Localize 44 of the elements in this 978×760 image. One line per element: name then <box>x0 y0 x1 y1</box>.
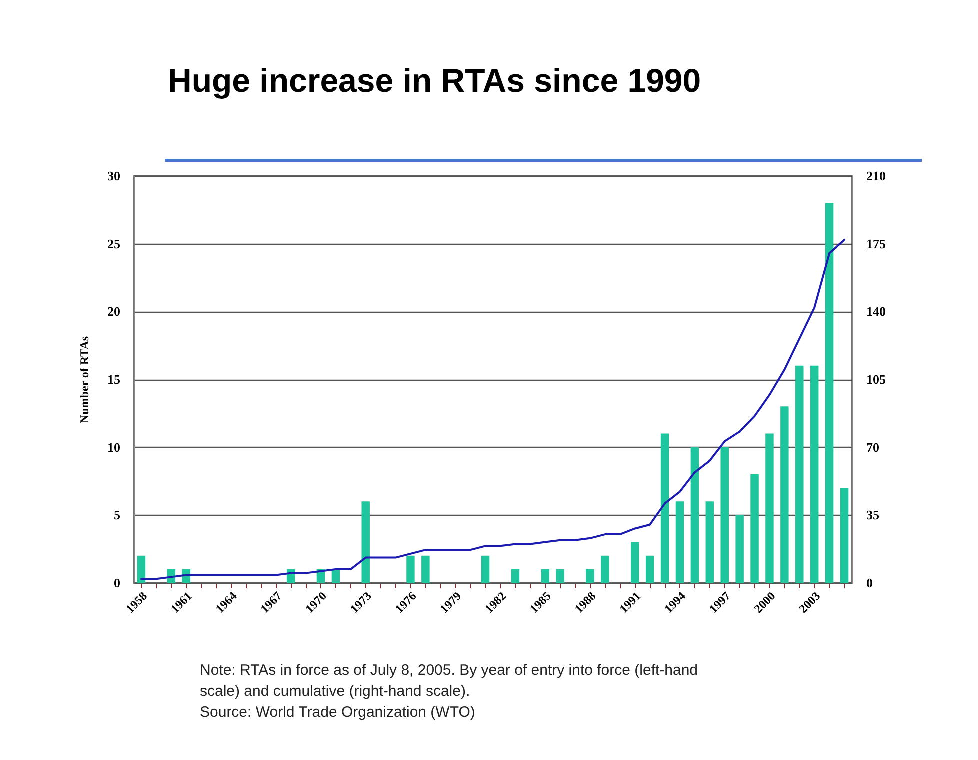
y-tick-label: 0 <box>114 576 120 590</box>
y2-tick-label: 210 <box>866 168 886 184</box>
y-axis-title: Number of RTAs <box>78 336 92 424</box>
chart-title: Huge increase in RTAs since 1990 <box>168 62 702 100</box>
y-tick-label: 5 <box>114 508 121 523</box>
bar <box>481 556 490 583</box>
bar <box>690 447 700 583</box>
bar <box>422 556 430 583</box>
y-tick-label: 10 <box>108 440 120 455</box>
y-tick-label: 15 <box>108 372 121 387</box>
text: Note: RTAs in force as of July 8, 2005. By year of entry into force (left-hand scale) and cumulative (right-hand scale). <box>200 661 700 702</box>
y2-tick-label: 0 <box>866 576 873 590</box>
line-series <box>140 238 846 580</box>
y2-tick-label: 140 <box>866 304 886 320</box>
y-tick-label: 20 <box>108 304 120 320</box>
y2-tick-label: 105 <box>866 372 886 387</box>
bar <box>630 542 640 583</box>
bar <box>541 569 550 583</box>
y2-tick-label: 35 <box>866 508 880 523</box>
bar <box>796 366 804 583</box>
bar <box>810 366 819 583</box>
bar <box>720 447 729 583</box>
source-note: Source: World Trade Organization (WTO) <box>200 703 476 723</box>
bar <box>676 502 684 583</box>
y2-tick-label: 175 <box>866 236 886 252</box>
y-tick-label: 25 <box>108 236 121 252</box>
bar <box>766 434 774 583</box>
bar <box>556 569 564 583</box>
bar <box>840 488 849 583</box>
bar <box>586 569 594 583</box>
bar <box>660 434 670 583</box>
y-tick-label: 30 <box>108 168 120 184</box>
bar <box>825 203 834 583</box>
bar <box>706 502 714 583</box>
bar <box>362 502 370 583</box>
bar <box>780 406 789 583</box>
bar <box>750 474 759 583</box>
bar <box>601 556 610 583</box>
bar <box>137 556 146 583</box>
y2-tick-label: 70 <box>866 440 880 455</box>
bar <box>406 556 415 583</box>
bar <box>736 515 744 583</box>
bar <box>646 556 654 583</box>
bar <box>511 569 520 583</box>
